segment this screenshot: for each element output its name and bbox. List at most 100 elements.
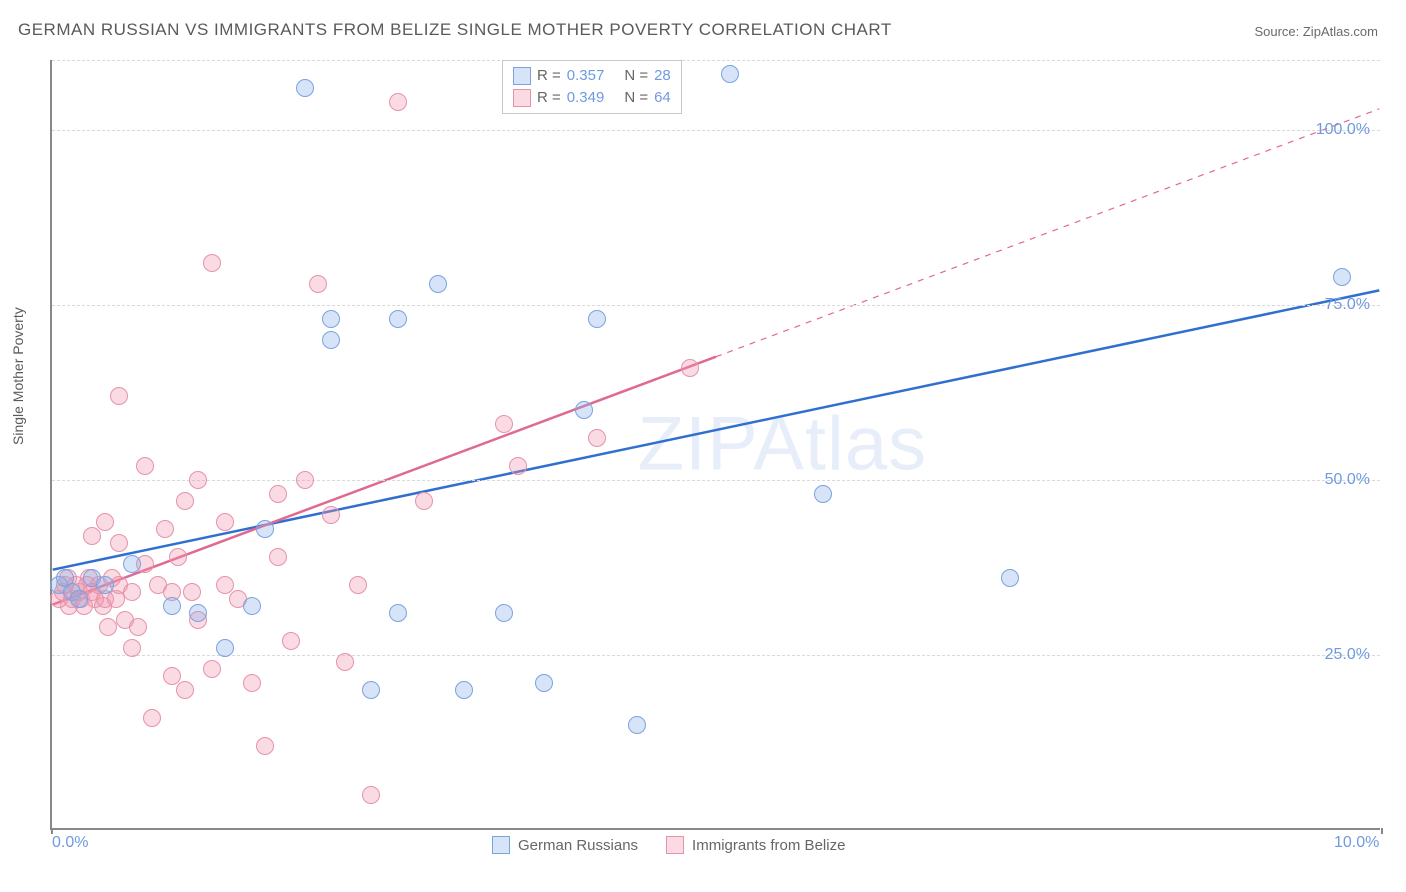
legend-row: R =0.349N =64 [513,87,671,109]
scatter-point [256,520,274,538]
scatter-point [243,674,261,692]
y-axis-label: Single Mother Poverty [10,307,26,445]
legend-r-value: 0.357 [567,65,605,87]
x-tick-label: 0.0% [52,834,88,852]
scatter-point [216,513,234,531]
scatter-point [189,471,207,489]
trend-lines-svg [52,60,1380,828]
scatter-point [588,429,606,447]
scatter-point [575,401,593,419]
scatter-point [495,415,513,433]
scatter-point [216,639,234,657]
legend-swatch [492,836,510,854]
scatter-point [269,548,287,566]
scatter-point [296,471,314,489]
scatter-point [176,681,194,699]
scatter-point [322,310,340,328]
y-tick-label: 75.0% [1325,296,1370,314]
scatter-point [96,513,114,531]
y-tick-label: 50.0% [1325,471,1370,489]
scatter-point [123,639,141,657]
scatter-point [123,555,141,573]
scatter-point [389,93,407,111]
scatter-point [136,457,154,475]
x-axis-tick [51,828,53,834]
scatter-point [183,583,201,601]
series-legend-item: German Russians [492,836,638,854]
source-prefix: Source: [1254,24,1302,39]
scatter-point [309,275,327,293]
watermark-text: ZIPAtlas [638,401,928,488]
legend-row: R = 0.357 N = 28 [513,65,671,87]
legend-swatch [513,89,531,107]
scatter-point [176,492,194,510]
scatter-point [163,667,181,685]
gridline [52,480,1380,481]
gridline [52,130,1380,131]
scatter-point [509,457,527,475]
scatter-point [721,65,739,83]
trend-line-extrapolated [716,109,1379,357]
scatter-point [389,604,407,622]
scatter-point [336,653,354,671]
scatter-point [814,485,832,503]
y-tick-label: 25.0% [1325,646,1370,664]
scatter-point [83,527,101,545]
scatter-point [70,590,88,608]
scatter-point [269,485,287,503]
gridline [52,655,1380,656]
correlation-legend: R = 0.357 N = 28R =0.349N =64 [502,60,682,114]
scatter-point [362,681,380,699]
legend-r-label: R = [537,65,561,87]
scatter-point [322,331,340,349]
legend-n-value: 64 [654,87,671,109]
scatter-point [455,681,473,699]
source-name: ZipAtlas.com [1303,24,1378,39]
trend-line [53,290,1380,569]
scatter-point [681,359,699,377]
source-attribution: Source: ZipAtlas.com [1254,24,1378,39]
scatter-point [96,576,114,594]
scatter-point [169,548,187,566]
legend-swatch [666,836,684,854]
scatter-point [1333,268,1351,286]
scatter-point [99,618,117,636]
gridline [52,60,1380,61]
scatter-point [535,674,553,692]
legend-swatch [513,67,531,85]
plot-area: ZIPAtlas R =0.357N =28R =0.349N =64 Germ… [50,60,1380,830]
scatter-point [322,506,340,524]
scatter-point [282,632,300,650]
scatter-point [1001,569,1019,587]
legend-r-label: R = [537,87,561,109]
scatter-point [389,310,407,328]
scatter-point [110,387,128,405]
scatter-point [495,604,513,622]
scatter-point [243,597,261,615]
scatter-point [349,576,367,594]
scatter-point [296,79,314,97]
scatter-point [429,275,447,293]
series-label: German Russians [518,837,638,854]
scatter-point [362,786,380,804]
scatter-point [143,709,161,727]
scatter-point [189,604,207,622]
scatter-point [628,716,646,734]
y-tick-label: 100.0% [1316,121,1370,139]
scatter-point [129,618,147,636]
scatter-point [110,534,128,552]
x-axis-tick [1381,828,1383,834]
scatter-point [203,254,221,272]
x-tick-label: 10.0% [1334,834,1379,852]
legend-n-value: 28 [654,65,671,87]
scatter-point [156,520,174,538]
legend-n-label: N = [624,65,648,87]
scatter-point [415,492,433,510]
scatter-point [123,583,141,601]
scatter-point [588,310,606,328]
chart-title: GERMAN RUSSIAN VS IMMIGRANTS FROM BELIZE… [18,20,892,40]
gridline [52,305,1380,306]
series-label: Immigrants from Belize [692,837,845,854]
series-legend: German Russians Immigrants from Belize [492,836,845,854]
scatter-point [203,660,221,678]
